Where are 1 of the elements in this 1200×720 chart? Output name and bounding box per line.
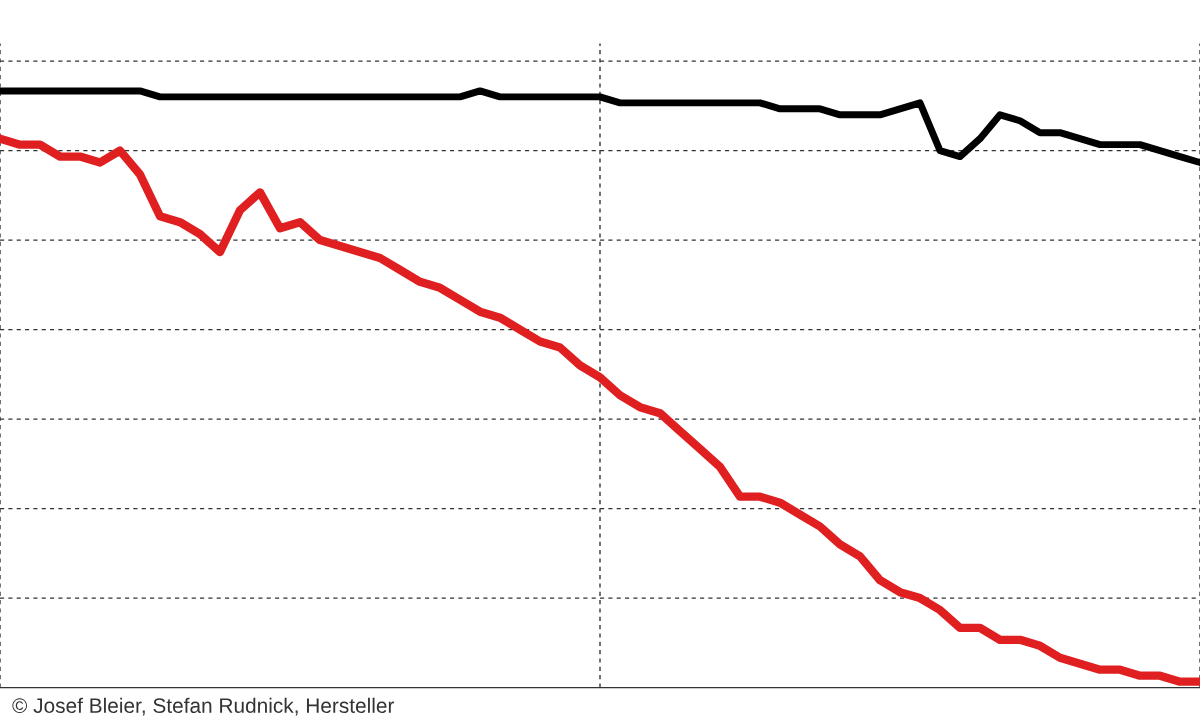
text: © Josef Bleier, Stefan Rudnick, Hersteller <box>12 697 395 716</box>
